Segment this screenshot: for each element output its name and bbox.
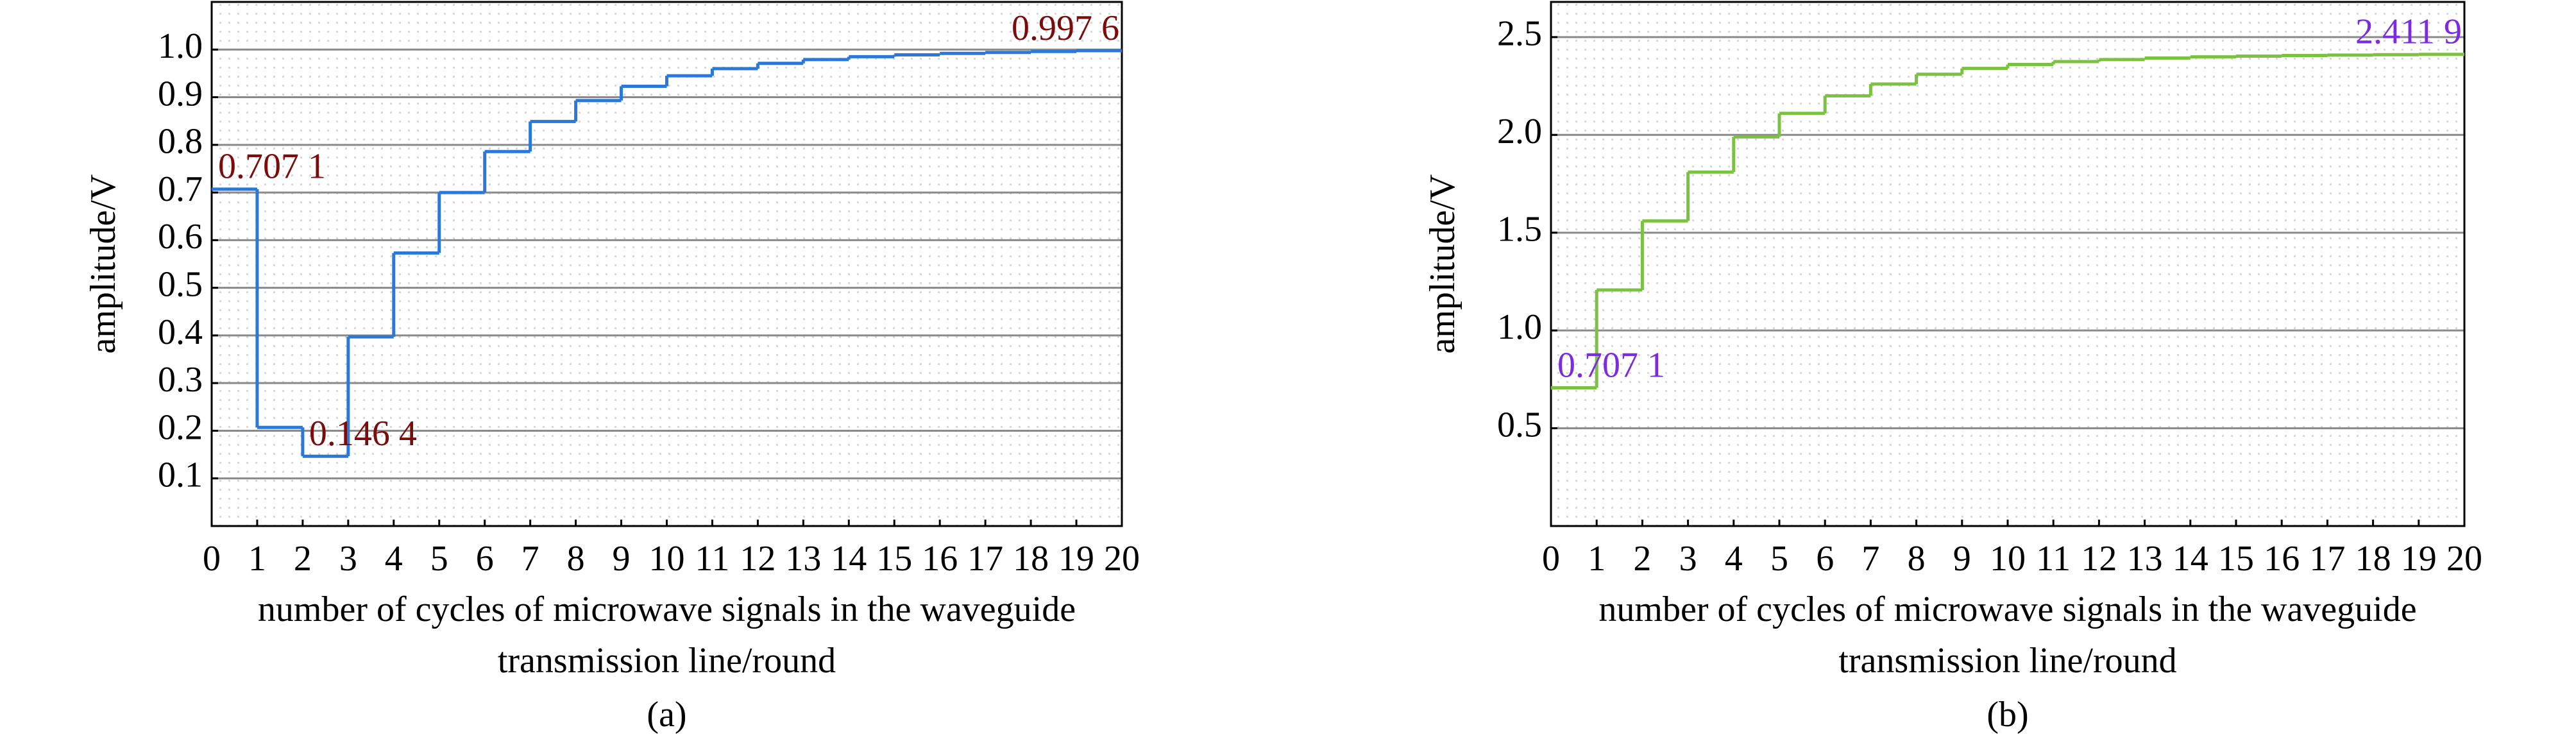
y-tick-label: 2.5 — [1497, 14, 1542, 54]
x-tick-label: 0 — [203, 539, 221, 579]
x-tick-label: 7 — [1861, 539, 1879, 579]
y-tick-label: 0.1 — [158, 455, 203, 495]
x-tick-label: 10 — [649, 539, 685, 579]
y-tick-label: 0.2 — [158, 407, 203, 447]
x-tick-label: 14 — [831, 539, 867, 579]
x-tick-label: 8 — [567, 539, 585, 579]
x-tick-label: 16 — [922, 539, 958, 579]
x-tick-label: 12 — [740, 539, 775, 579]
x-tick-label: 13 — [785, 539, 821, 579]
y-tick-label: 0.8 — [158, 122, 203, 162]
x-tick-label: 2 — [1633, 539, 1651, 579]
y-axis-label: amplitude/V — [1423, 174, 1462, 354]
x-tick-label: 14 — [2173, 539, 2208, 579]
value-label: 0.707 1 — [218, 147, 326, 187]
y-tick-label: 0.9 — [158, 74, 203, 114]
y-axis-label: amplitude/V — [83, 174, 123, 354]
x-tick-label: 5 — [1770, 539, 1788, 579]
x-tick-label: 19 — [2401, 539, 2437, 579]
x-axis-label: number of cycles of microwave signals in… — [1598, 590, 2416, 629]
x-tick-label: 20 — [2446, 539, 2482, 579]
x-tick-label: 3 — [1679, 539, 1697, 579]
y-tick-label: 0.6 — [158, 217, 203, 257]
x-tick-label: 15 — [2218, 539, 2254, 579]
x-tick-label: 19 — [1058, 539, 1094, 579]
x-tick-label: 8 — [1908, 539, 1926, 579]
y-tick-label: 0.4 — [158, 312, 203, 352]
y-tick-label: 1.0 — [1497, 307, 1542, 347]
chart: 0.51.01.52.02.50 1 2 3 4 5 6 7 8 9 10 11 12 13 14 15 16 1… — [1423, 1, 2482, 735]
x-tick-label: 13 — [2127, 539, 2163, 579]
plot-frame — [210, 1, 1123, 527]
caption: (b) — [1987, 695, 2028, 735]
x-axis-label: number of cycles of microwave signals in… — [258, 590, 1076, 629]
x-tick-label: 12 — [2081, 539, 2117, 579]
caption: (a) — [647, 695, 686, 735]
value-label: 0.997 6 — [1012, 8, 1119, 48]
x-tick-label: 4 — [385, 539, 403, 579]
x-tick-label: 1 — [1588, 539, 1606, 579]
y-tick-label: 0.5 — [158, 264, 203, 304]
value-label: 2.411 9 — [2355, 12, 2462, 52]
x-tick-label: 18 — [1013, 539, 1049, 579]
x-tick-label: 6 — [1816, 539, 1834, 579]
x-tick-label: 16 — [2264, 539, 2300, 579]
y-tick-label: 2.0 — [1497, 112, 1542, 151]
x-tick-label: 17 — [967, 539, 1003, 579]
x-tick-label: 3 — [339, 539, 357, 579]
x-tick-label: 4 — [1725, 539, 1743, 579]
x-tick-label: 18 — [2355, 539, 2391, 579]
x-tick-label: 11 — [2036, 539, 2071, 579]
x-tick-label: 2 — [294, 539, 312, 579]
x-axis-label: transmission line/round — [1838, 641, 2176, 681]
x-tick-label: 11 — [695, 539, 729, 579]
x-tick-label: 9 — [613, 539, 631, 579]
x-tick-label: 20 — [1104, 539, 1140, 579]
chart: 0.10.20.30.40.50.60.70.80.91.00 1 2 3 4 5 6 7 8 9… — [83, 1, 1140, 735]
value-label: 0.146 4 — [309, 414, 417, 454]
y-tick-label: 1.5 — [1497, 210, 1542, 250]
x-tick-label: 5 — [430, 539, 448, 579]
y-tick-label: 0.3 — [158, 360, 203, 400]
x-tick-label: 7 — [521, 539, 539, 579]
x-tick-label: 1 — [248, 539, 266, 579]
x-tick-label: 9 — [1953, 539, 1971, 579]
x-tick-label: 6 — [476, 539, 494, 579]
value-label: 0.707 1 — [1557, 345, 1665, 385]
x-tick-label: 15 — [876, 539, 912, 579]
x-tick-label: 17 — [2309, 539, 2345, 579]
x-axis-label: transmission line/round — [498, 641, 836, 681]
y-tick-label: 1.0 — [158, 26, 203, 66]
x-tick-label: 10 — [1990, 539, 2026, 579]
y-tick-label: 0.5 — [1497, 405, 1542, 445]
plot-frame — [1550, 1, 2466, 527]
plot-background — [1551, 2, 2464, 526]
x-tick-label: 0 — [1542, 539, 1560, 579]
y-tick-label: 0.7 — [158, 169, 203, 209]
plot-background — [212, 2, 1122, 526]
